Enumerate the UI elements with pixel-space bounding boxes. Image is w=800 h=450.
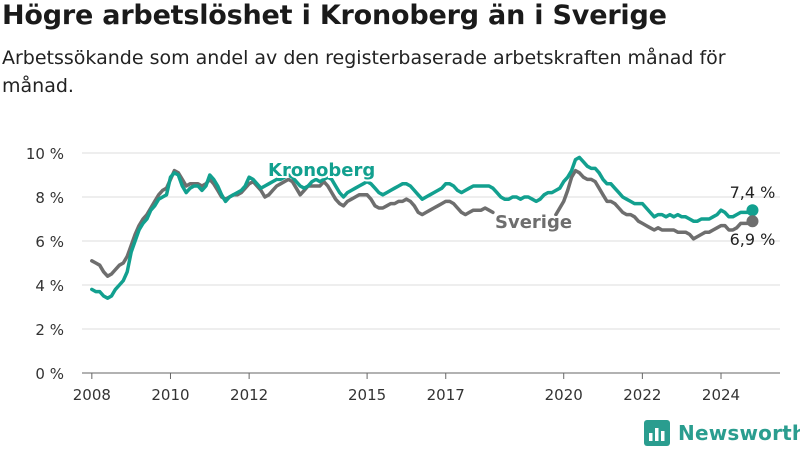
x-tick-label: 2017	[427, 386, 465, 404]
x-tick-label: 2020	[545, 386, 583, 404]
y-tick-label: 0 %	[35, 365, 64, 383]
x-tick-label: 2012	[230, 386, 268, 404]
chart-title: Högre arbetslöshet i Kronoberg än i Sver…	[2, 0, 667, 31]
x-tick-label: 2022	[623, 386, 661, 404]
end-value-label-sverige: 6,9 %	[730, 230, 776, 249]
y-tick-label: 10 %	[26, 145, 64, 163]
brand-logo: Newsworthy	[644, 418, 800, 448]
end-value-label-kronoberg: 7,4 %	[730, 183, 776, 202]
series-label-kronoberg: Kronoberg	[268, 160, 375, 181]
y-tick-label: 6 %	[35, 233, 64, 251]
x-tick-label: 2008	[73, 386, 111, 404]
bar-chart-logo-icon	[644, 420, 670, 446]
chart-subtitle: Arbetssökande som andel av den registerb…	[2, 47, 726, 97]
y-tick-label: 8 %	[35, 189, 64, 207]
series-line-kronoberg	[90, 155, 755, 300]
y-tick-label: 4 %	[35, 277, 64, 295]
end-marker-kronoberg	[746, 204, 759, 217]
x-tick-label: 2015	[348, 386, 386, 404]
y-tick-label: 2 %	[35, 321, 64, 339]
series-line-sverige	[90, 168, 755, 278]
end-marker-sverige	[746, 215, 759, 228]
brand-name: Newsworthy	[678, 421, 800, 445]
series-label-sverige: Sverige	[495, 212, 572, 233]
x-tick-label: 2024	[702, 386, 740, 404]
x-tick-label: 2010	[151, 386, 189, 404]
